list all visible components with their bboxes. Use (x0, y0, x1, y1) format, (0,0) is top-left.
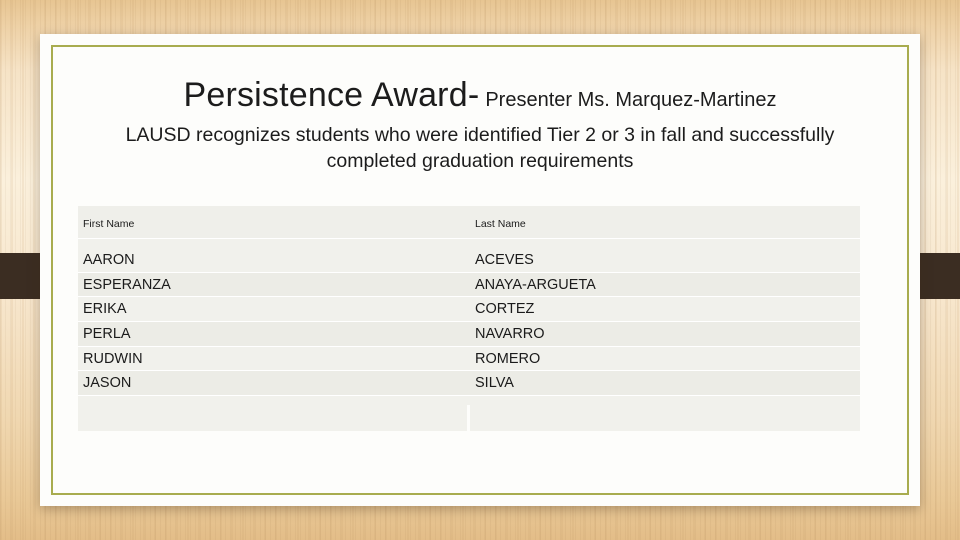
table-row: RUDWIN ROMERO (78, 346, 860, 371)
table-divider (78, 345, 860, 347)
slide-subtitle: LAUSD recognizes students who were ident… (125, 124, 835, 172)
slide-title: Persistence Award- Presenter Ms. Marquez-… (70, 76, 890, 115)
cell-last-name: SILVA (475, 375, 514, 392)
table-spacer-row (78, 396, 860, 406)
column-header-last-name: Last Name (475, 218, 526, 230)
slide-title-presenter: Presenter Ms. Marquez-Martinez (485, 89, 777, 111)
table-divider (78, 321, 860, 323)
table-row: ESPERANZA ANAYA-ARGUETA (78, 272, 860, 297)
cell-first-name: ERIKA (83, 301, 127, 318)
table-divider (78, 370, 860, 372)
cell-last-name: NAVARRO (475, 325, 545, 342)
table-row: JASON SILVA (78, 371, 860, 396)
table-row: PERLA NAVARRO (78, 322, 860, 346)
table-footer-cell-right (470, 405, 860, 432)
cell-last-name: ROMERO (475, 350, 541, 367)
cell-first-name: ESPERANZA (83, 276, 171, 293)
table-divider (78, 395, 860, 397)
table-footer-row (78, 405, 860, 432)
cell-first-name: PERLA (83, 325, 131, 342)
column-header-first-name: First Name (83, 218, 135, 230)
cell-first-name: RUDWIN (83, 350, 143, 367)
table-row: AARON ACEVES (78, 248, 860, 272)
cell-last-name: CORTEZ (475, 301, 535, 318)
cell-first-name: AARON (83, 251, 135, 268)
slide-card-border (51, 45, 909, 495)
cell-last-name: ACEVES (475, 251, 534, 268)
table-footer-cell-left (78, 405, 470, 432)
students-table: First Name Last Name AARON ACEVES ESPERA… (78, 206, 860, 432)
background-band-left (0, 253, 46, 299)
table-divider (78, 296, 860, 298)
table-divider (78, 238, 860, 239)
table-divider (78, 271, 860, 273)
slide-card: Persistence Award- Presenter Ms. Marquez-… (40, 34, 920, 506)
slide-title-main: Persistence Award- (183, 76, 480, 114)
table-header-row: First Name Last Name (78, 206, 860, 238)
table-spacer-row (78, 239, 860, 248)
cell-last-name: ANAYA-ARGUETA (475, 276, 596, 293)
table-row: ERIKA CORTEZ (78, 297, 860, 322)
cell-first-name: JASON (83, 375, 132, 392)
